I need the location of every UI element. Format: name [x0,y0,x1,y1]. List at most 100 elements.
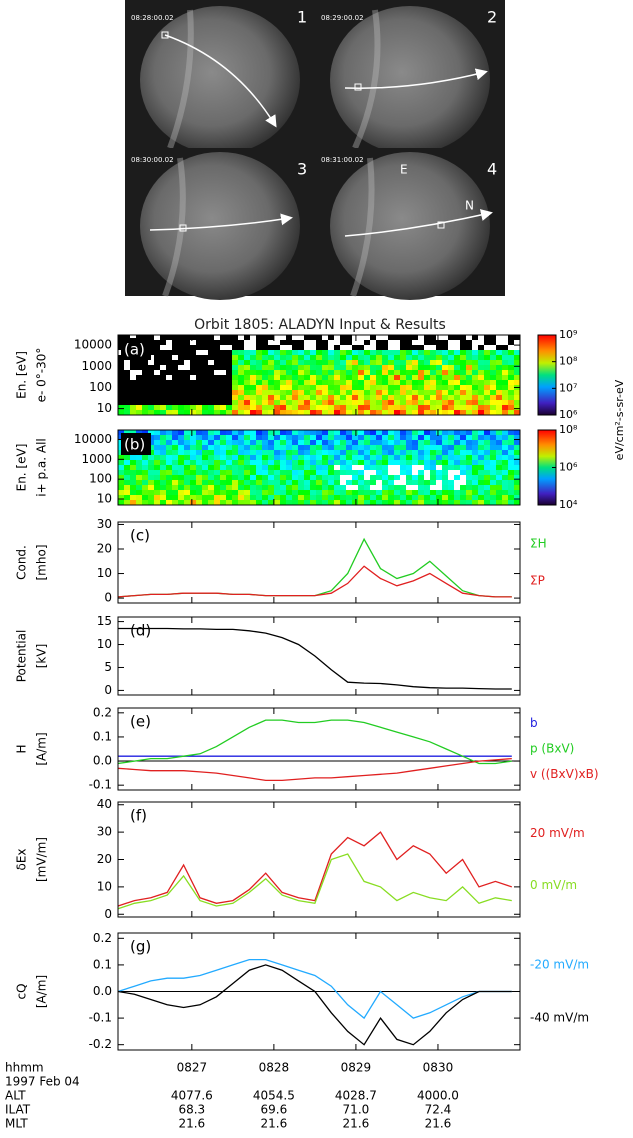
spectrogram-cell [424,370,430,375]
spectrogram-cell [394,350,400,355]
spectrogram-cell [256,470,262,475]
spectrogram-cell [376,360,382,365]
spectrogram-cell [286,360,292,365]
spectrogram-cell [316,370,322,375]
spectrogram-cell [424,360,430,365]
spectrogram-cell [502,360,508,365]
y-tick-label: 0.0 [93,754,112,768]
spectrogram-cell [376,440,382,445]
spectrogram-cell [280,400,286,405]
spectrogram-cell [472,475,478,480]
spectrogram-cell [454,385,460,390]
spectrogram-cell [238,365,244,370]
all-sky-images: 08:28:00.02 1 08:29:00.02 2 08:30:00.02 … [125,0,505,300]
spectrogram-cell [502,400,508,405]
spectrogram-cell [172,450,178,455]
spectrogram-cell [496,335,502,340]
spectrogram-cell [178,365,184,370]
spectrogram-cell [160,495,166,500]
spectrogram-cell [424,365,430,370]
spectrogram-cell [148,495,154,500]
spectrogram-cell [208,465,214,470]
spectrogram-cell [406,500,412,505]
spectrogram-cell [460,480,466,485]
spectrogram-cell [184,360,190,365]
spectrogram-cell [406,440,412,445]
y-tick-label: 0.1 [93,957,112,971]
spectrogram-cell [352,470,358,475]
spectrogram-cell [262,375,268,380]
spectrogram-cell [292,400,298,405]
spectrogram-cell [208,485,214,490]
spectrogram-cell [346,445,352,450]
spectrogram-cell [190,400,196,405]
spectrogram-cell [214,435,220,440]
spectrogram-cell [214,395,220,400]
spectrogram-cell [286,490,292,495]
spectrogram-cell [142,410,148,415]
spectrogram-cell [430,440,436,445]
spectrogram-cell [472,455,478,460]
spectrogram-cell [250,375,256,380]
spectrogram-cell [274,430,280,435]
spectrogram-cell [316,500,322,505]
spectrogram-cell [298,360,304,365]
spectrogram-cell [484,485,490,490]
spectrogram-cell [172,470,178,475]
spectrogram-cell [124,470,130,475]
spectrogram-cell [250,370,256,375]
spectrogram-cell [298,440,304,445]
spectrogram-cell [358,490,364,495]
spectrogram-cell [286,340,292,345]
spectrogram-cell [148,365,154,370]
spectrogram-cell [322,375,328,380]
spectrogram-cell [514,375,520,380]
spectrogram-cell [232,475,238,480]
spectrogram-cell [424,495,430,500]
spectrogram-cell [286,470,292,475]
spectrogram-cell [202,480,208,485]
spectrogram-cell [292,465,298,470]
spectrogram-cell [286,395,292,400]
spectrogram-cell [412,430,418,435]
spectrogram-cell [310,345,316,350]
spectrogram-cell [382,345,388,350]
spectrogram-cell [220,435,226,440]
spectrogram-cell [244,440,250,445]
spectrogram-cell [208,440,214,445]
spectrogram-cell [388,450,394,455]
spectrogram-cell [190,350,196,355]
spectrogram-cell [370,490,376,495]
spectrogram-cell [256,400,262,405]
spectrogram-cell [466,380,472,385]
spectrogram-cell [478,455,484,460]
spectrogram-cell [394,495,400,500]
spectrogram-cell [232,445,238,450]
y-tick-label: 0.0 [93,984,112,998]
spectrogram-cell [166,335,172,340]
spectrogram-cell [208,355,214,360]
spectrogram-cell [256,455,262,460]
spectrogram-cell [484,445,490,450]
spectrogram-cell [406,445,412,450]
spectrogram-cell [496,410,502,415]
spectrogram-cell [502,340,508,345]
spectrogram-cell [172,475,178,480]
spectrogram-cell [256,480,262,485]
image-frame: 08:29:00.02 2 [315,0,505,154]
spectrogram-cell [166,430,172,435]
spectrogram-cell [322,480,328,485]
spectrogram-cell [130,500,136,505]
spectrogram-cell [382,340,388,345]
spectrogram-cell [454,350,460,355]
spectrogram-cell [388,465,394,470]
spectrogram-cell [262,455,268,460]
spectrogram-cell [412,410,418,415]
spectrogram-cell [310,355,316,360]
spectrogram-cell [286,460,292,465]
spectrogram-cell [346,365,352,370]
spectrogram-cell [214,485,220,490]
spectrogram-cell [484,340,490,345]
spectrogram-cell [376,405,382,410]
spectrogram-cell [364,435,370,440]
